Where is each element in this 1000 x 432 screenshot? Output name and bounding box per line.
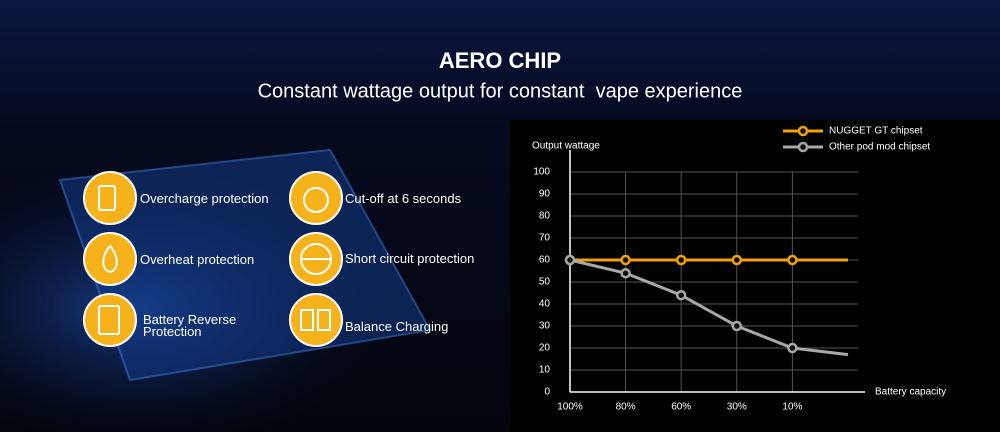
y-tick-label: 30 bbox=[539, 321, 551, 332]
title: AERO CHIP bbox=[439, 48, 561, 73]
x-tick-label: 30% bbox=[727, 402, 747, 413]
legend-label: Other pod mod chipset bbox=[829, 142, 930, 153]
glyph bbox=[102, 244, 118, 274]
feature-label: Balance Charging bbox=[345, 319, 449, 334]
icon-overcharge bbox=[83, 171, 137, 225]
chart-panel bbox=[510, 120, 1000, 432]
glyph bbox=[300, 309, 314, 331]
feature-label: Overheat protection bbox=[140, 252, 255, 267]
x-tick-label: 100% bbox=[557, 402, 583, 413]
icon-overheat bbox=[83, 232, 137, 286]
feature-label: Short circuit protection bbox=[345, 251, 475, 266]
y-tick-label: 100 bbox=[533, 167, 550, 178]
legend-label: NUGGET GT chipset bbox=[829, 126, 923, 137]
icon-battery bbox=[83, 293, 137, 347]
glyph bbox=[98, 185, 116, 211]
subtitle: Constant wattage output for constant vap… bbox=[258, 80, 743, 102]
y-tick-label: 80 bbox=[539, 211, 551, 222]
icon-balance bbox=[289, 293, 343, 347]
glyph bbox=[300, 243, 332, 275]
series-line bbox=[569, 258, 849, 357]
y-tick-label: 60 bbox=[539, 255, 551, 266]
series-marker bbox=[675, 289, 687, 301]
feature-label: Cut-off at 6 seconds bbox=[345, 191, 462, 206]
glyph bbox=[303, 187, 329, 213]
feature-icons bbox=[83, 171, 343, 347]
y-tick-label: 90 bbox=[539, 189, 551, 200]
feature-label: Battery Reverse Protection bbox=[143, 312, 237, 339]
feature-label: Overcharge protection bbox=[140, 191, 269, 206]
series-marker bbox=[787, 254, 798, 266]
glyph bbox=[98, 305, 120, 335]
series-marker bbox=[620, 267, 631, 279]
icon-glyphs bbox=[98, 185, 332, 335]
legend-marker bbox=[797, 125, 809, 137]
x-axis-label: Battery capacity bbox=[875, 387, 946, 398]
glyph bbox=[317, 309, 331, 331]
y-tick-label: 10 bbox=[539, 365, 551, 376]
series-marker bbox=[564, 254, 576, 266]
y-tick-label: 50 bbox=[539, 277, 551, 288]
x-tick-label: 80% bbox=[616, 402, 636, 413]
y-tick-label: 40 bbox=[539, 299, 551, 310]
x-tick-label: 10% bbox=[782, 402, 802, 413]
y-tick-label: 70 bbox=[539, 233, 551, 244]
series-marker bbox=[675, 254, 687, 266]
series-marker bbox=[731, 320, 743, 332]
y-axis-label: Output wattage bbox=[532, 141, 600, 152]
series-marker bbox=[731, 254, 743, 266]
y-tick-label: 20 bbox=[539, 343, 551, 354]
series-marker bbox=[620, 254, 631, 266]
icon-cutoff bbox=[289, 171, 343, 225]
y-tick-label: 0 bbox=[544, 387, 550, 398]
series-marker bbox=[787, 342, 798, 354]
legend-marker bbox=[797, 141, 809, 153]
x-tick-label: 60% bbox=[671, 402, 691, 413]
